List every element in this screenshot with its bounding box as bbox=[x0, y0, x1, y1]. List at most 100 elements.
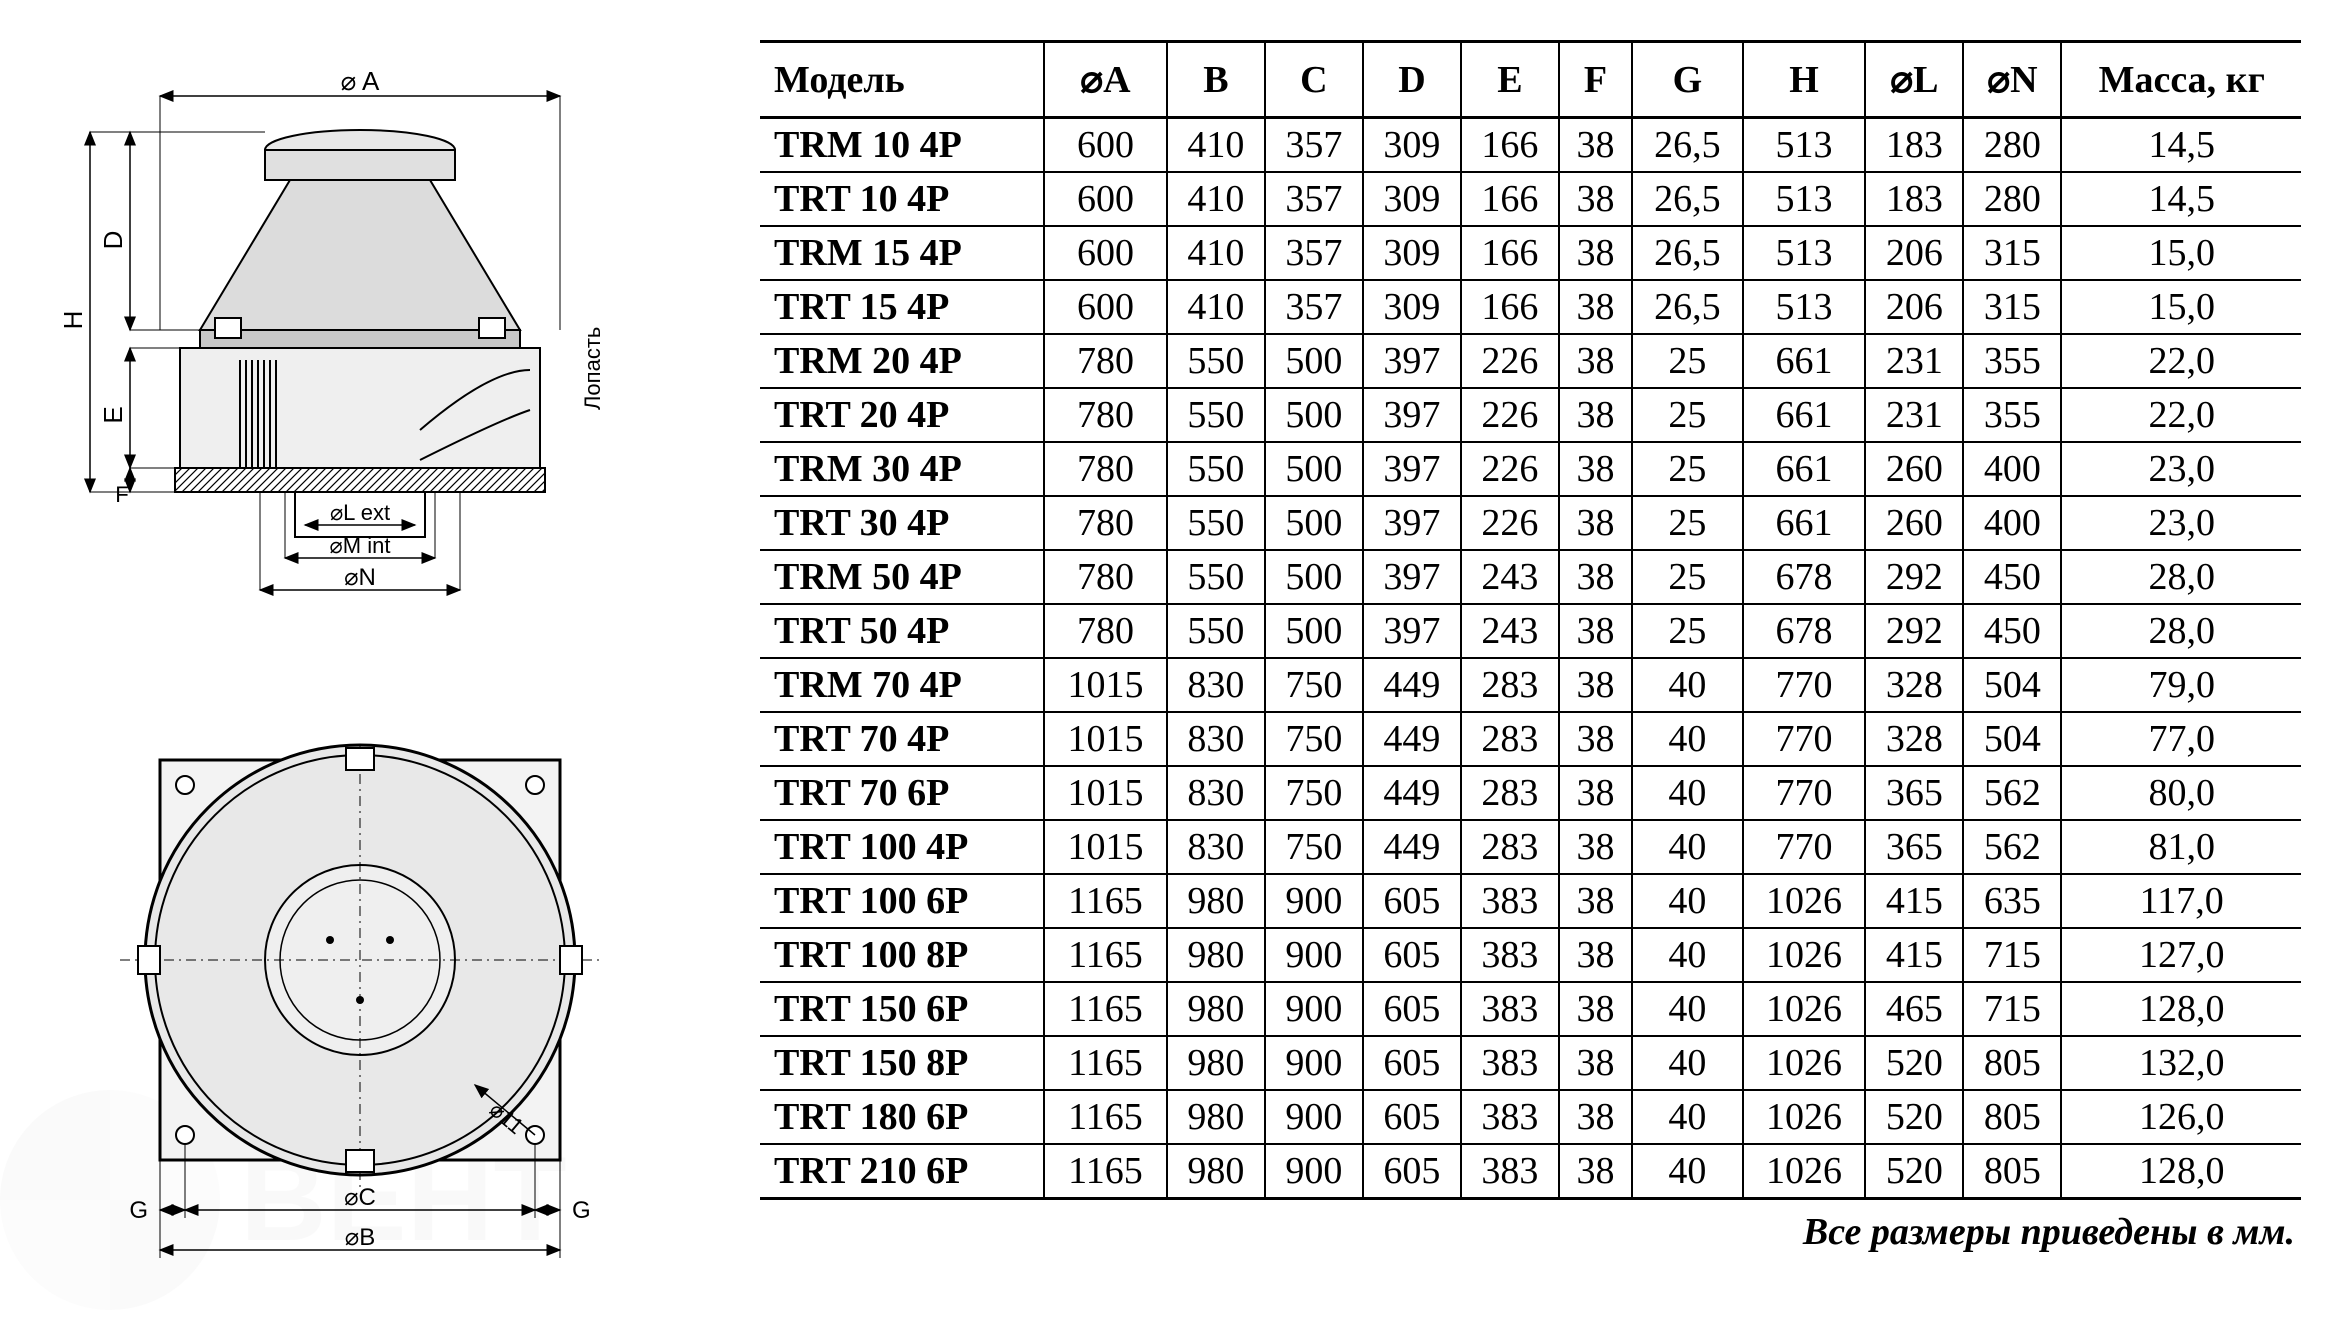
table-cell: TRT 30 4P bbox=[760, 496, 1044, 550]
table-cell: 900 bbox=[1265, 928, 1363, 982]
table-row: TRM 50 4P780550500397243382567829245028,… bbox=[760, 550, 2301, 604]
table-cell: 600 bbox=[1044, 172, 1167, 226]
table-row: TRT 10 4P6004103573091663826,55131832801… bbox=[760, 172, 2301, 226]
table-cell: 40 bbox=[1632, 712, 1742, 766]
table-cell: 26,5 bbox=[1632, 118, 1742, 173]
table-cell: 357 bbox=[1265, 226, 1363, 280]
table-cell: 126,0 bbox=[2061, 1090, 2301, 1144]
table-row: TRT 150 6P116598090060538338401026465715… bbox=[760, 982, 2301, 1036]
table-cell: 770 bbox=[1743, 820, 1866, 874]
table-cell: 562 bbox=[1963, 820, 2061, 874]
table-cell: 40 bbox=[1632, 658, 1742, 712]
table-cell: 1015 bbox=[1044, 658, 1167, 712]
table-cell: 383 bbox=[1461, 1090, 1559, 1144]
table-cell: TRT 100 4P bbox=[760, 820, 1044, 874]
table-cell: 805 bbox=[1963, 1144, 2061, 1199]
table-cell: 23,0 bbox=[2061, 442, 2301, 496]
table-cell: 38 bbox=[1559, 820, 1632, 874]
table-cell: 40 bbox=[1632, 1144, 1742, 1199]
table-cell: TRT 210 6P bbox=[760, 1144, 1044, 1199]
table-cell: 243 bbox=[1461, 550, 1559, 604]
table-cell: 38 bbox=[1559, 874, 1632, 928]
table-cell: 900 bbox=[1265, 874, 1363, 928]
table-cell: 80,0 bbox=[2061, 766, 2301, 820]
table-header-cell: E bbox=[1461, 42, 1559, 118]
table-cell: 357 bbox=[1265, 172, 1363, 226]
table-cell: 1165 bbox=[1044, 874, 1167, 928]
table-cell: TRT 10 4P bbox=[760, 172, 1044, 226]
table-cell: 520 bbox=[1865, 1144, 1963, 1199]
table-cell: 328 bbox=[1865, 658, 1963, 712]
table-cell: 166 bbox=[1461, 118, 1559, 173]
table-header-cell: C bbox=[1265, 42, 1363, 118]
table-cell: 1026 bbox=[1743, 982, 1866, 1036]
table-header-cell: Модель bbox=[760, 42, 1044, 118]
table-cell: 465 bbox=[1865, 982, 1963, 1036]
table-cell: 15,0 bbox=[2061, 226, 2301, 280]
table-cell: 328 bbox=[1865, 712, 1963, 766]
table-cell: 355 bbox=[1963, 334, 2061, 388]
table-cell: 25 bbox=[1632, 604, 1742, 658]
table-cell: 780 bbox=[1044, 334, 1167, 388]
table-cell: 500 bbox=[1265, 550, 1363, 604]
table-cell: 980 bbox=[1167, 1144, 1265, 1199]
table-row: TRM 30 4P780550500397226382566126040023,… bbox=[760, 442, 2301, 496]
table-cell: 231 bbox=[1865, 334, 1963, 388]
table-cell: 770 bbox=[1743, 766, 1866, 820]
table-cell: 40 bbox=[1632, 982, 1742, 1036]
table-cell: 410 bbox=[1167, 118, 1265, 173]
table-cell: 117,0 bbox=[2061, 874, 2301, 928]
table-row: TRM 15 4P6004103573091663826,55132063151… bbox=[760, 226, 2301, 280]
table-cell: TRT 100 6P bbox=[760, 874, 1044, 928]
table-cell: 397 bbox=[1363, 496, 1461, 550]
table-cell: 1026 bbox=[1743, 928, 1866, 982]
table-cell: TRT 20 4P bbox=[760, 388, 1044, 442]
table-cell: 550 bbox=[1167, 496, 1265, 550]
table-cell: 166 bbox=[1461, 226, 1559, 280]
table-cell: 678 bbox=[1743, 550, 1866, 604]
table-cell: 415 bbox=[1865, 928, 1963, 982]
table-cell: 980 bbox=[1167, 1090, 1265, 1144]
table-cell: 449 bbox=[1363, 658, 1461, 712]
table-cell: 500 bbox=[1265, 442, 1363, 496]
table-cell: 38 bbox=[1559, 712, 1632, 766]
table-cell: 980 bbox=[1167, 982, 1265, 1036]
table-cell: 750 bbox=[1265, 766, 1363, 820]
table-row: TRT 70 4P1015830750449283384077032850477… bbox=[760, 712, 2301, 766]
label-E: E bbox=[98, 406, 128, 423]
table-cell: 450 bbox=[1963, 550, 2061, 604]
table-cell: 980 bbox=[1167, 928, 1265, 982]
table-cell: 40 bbox=[1632, 1036, 1742, 1090]
table-cell: 14,5 bbox=[2061, 118, 2301, 173]
table-header-cell: Масса, кг bbox=[2061, 42, 2301, 118]
table-cell: 357 bbox=[1265, 280, 1363, 334]
table-cell: 1165 bbox=[1044, 928, 1167, 982]
table-header-cell: ⌀N bbox=[1963, 42, 2061, 118]
table-cell: 28,0 bbox=[2061, 550, 2301, 604]
label-D: D bbox=[98, 231, 128, 250]
table-cell: 26,5 bbox=[1632, 226, 1742, 280]
table-cell: 750 bbox=[1265, 820, 1363, 874]
table-cell: 830 bbox=[1167, 658, 1265, 712]
table-cell: 500 bbox=[1265, 496, 1363, 550]
table-cell: 132,0 bbox=[2061, 1036, 2301, 1090]
table-cell: 415 bbox=[1865, 874, 1963, 928]
table-cell: TRT 180 6P bbox=[760, 1090, 1044, 1144]
table-cell: 283 bbox=[1461, 712, 1559, 766]
table-cell: 605 bbox=[1363, 928, 1461, 982]
table-cell: 513 bbox=[1743, 118, 1866, 173]
table-cell: 780 bbox=[1044, 388, 1167, 442]
table-cell: 635 bbox=[1963, 874, 2061, 928]
table-cell: 365 bbox=[1865, 766, 1963, 820]
table-cell: 38 bbox=[1559, 1036, 1632, 1090]
table-cell: 25 bbox=[1632, 388, 1742, 442]
table-cell: 410 bbox=[1167, 226, 1265, 280]
table-cell: 38 bbox=[1559, 226, 1632, 280]
table-cell: 283 bbox=[1461, 766, 1559, 820]
table-cell: 309 bbox=[1363, 172, 1461, 226]
table-cell: 38 bbox=[1559, 172, 1632, 226]
table-cell: 1015 bbox=[1044, 712, 1167, 766]
table-row: TRT 100 6P116598090060538338401026415635… bbox=[760, 874, 2301, 928]
table-cell: 504 bbox=[1963, 658, 2061, 712]
table-cell: 260 bbox=[1865, 496, 1963, 550]
